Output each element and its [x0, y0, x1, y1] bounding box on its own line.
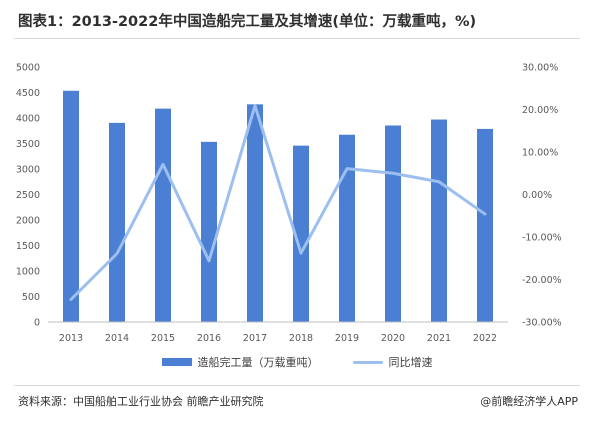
y-right-tick-label: 10.00%: [522, 148, 558, 159]
y-right-tick-label: 20.00%: [522, 105, 558, 116]
y-right-tick-label: -20.00%: [522, 275, 562, 286]
y-left-tick-label: 4000: [16, 114, 40, 125]
y-left-tick-label: 2000: [16, 216, 40, 227]
legend-item-line: 同比增速: [352, 354, 433, 370]
x-tick-label: 2018: [289, 333, 313, 344]
bar-2020: [385, 125, 401, 322]
growth-line: [69, 104, 487, 301]
bar-2018: [293, 145, 309, 322]
x-tick-label: 2019: [335, 333, 359, 344]
bar-2017: [247, 104, 263, 322]
x-tick-label: 2022: [473, 333, 497, 344]
x-tick-label: 2015: [151, 333, 175, 344]
legend-line-swatch: [352, 360, 383, 364]
chart-canvas: 0 500 1000 1500 2000 2500 3000 3500 4000 4500 5000…: [16, 63, 562, 345]
x-tick-label: 2020: [381, 333, 405, 344]
y-left-tick-label: 4500: [16, 88, 40, 99]
legend-bar-label: 造船完工量（万载重吨）: [197, 356, 319, 369]
y-right-tick-label: 0.00%: [522, 190, 552, 201]
chart-title: 图表1：2013-2022年中国造船完工量及其增速(单位：万载重吨，%): [18, 14, 477, 30]
bar-2014: [109, 122, 125, 322]
bar-2013: [63, 90, 79, 323]
x-tick-label: 2016: [197, 333, 221, 344]
chart-legend: 造船完工量（万载重吨） 同比增速: [0, 354, 594, 370]
y-left-tick-label: 1000: [16, 267, 40, 278]
source-note: 资料来源：中国船舶工业行业协会 前瞻产业研究院: [18, 395, 264, 408]
brand-credit: @前瞻经济学人APP: [480, 395, 578, 408]
y-right-tick-label: -30.00%: [522, 318, 562, 329]
y-right-tick-label: -10.00%: [522, 233, 562, 244]
y-left-tick-label: 2500: [16, 190, 40, 201]
y-left-tick-label: 500: [22, 292, 40, 303]
x-tick-label: 2021: [427, 333, 451, 344]
y-right-tick-label: 30.00%: [522, 63, 558, 74]
bar-2022: [477, 128, 493, 322]
bar-2016: [201, 141, 217, 322]
y-left-tick-label: 3000: [16, 165, 40, 176]
x-tick-label: 2013: [59, 333, 83, 344]
y-left-tick-label: 0: [34, 318, 40, 329]
x-tick-label: 2017: [243, 333, 267, 344]
title-divider: [14, 38, 580, 39]
bar-2015: [155, 108, 171, 322]
bar-2019: [339, 134, 355, 322]
legend-line-label: 同比增速: [388, 356, 433, 369]
footer-divider: [14, 385, 580, 386]
y-left-tick-label: 5000: [16, 63, 40, 74]
y-left-tick-label: 1500: [16, 241, 40, 252]
legend-bar-swatch: [161, 358, 192, 366]
x-tick-label: 2014: [105, 333, 129, 344]
bar-2021: [431, 119, 447, 322]
y-left-tick-label: 3500: [16, 139, 40, 150]
legend-item-bar: 造船完工量（万载重吨）: [161, 354, 319, 370]
